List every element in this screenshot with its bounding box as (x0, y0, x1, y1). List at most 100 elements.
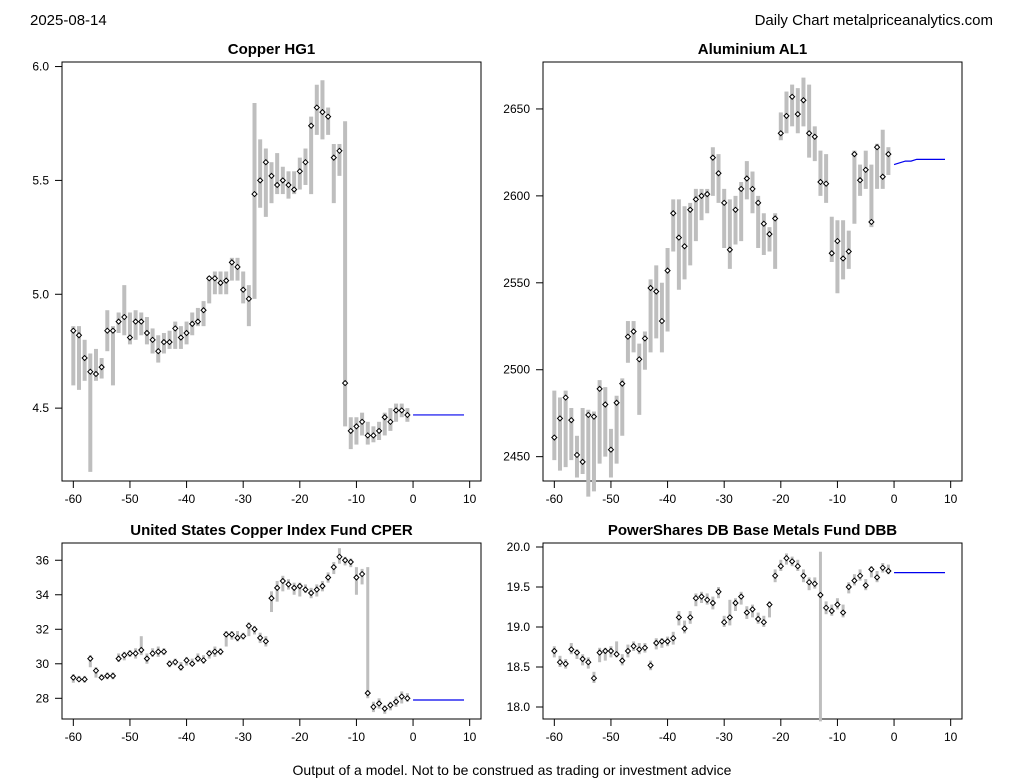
close-marker (81, 676, 88, 683)
chart-panel-cper: United States Copper Index Fund CPER -60 -… (36, 522, 482, 744)
close-marker (109, 327, 117, 334)
close-marker (800, 572, 807, 580)
x-tick-label: -30 (235, 730, 253, 744)
close-marker (743, 175, 751, 182)
close-marker (579, 458, 586, 466)
close-marker (737, 593, 745, 600)
close-marker (324, 113, 332, 120)
chart-title: United States Copper Index Fund CPER (130, 522, 413, 539)
close-marker (692, 196, 700, 203)
close-marker (222, 277, 230, 284)
close-marker (709, 154, 717, 161)
close-marker (703, 596, 711, 604)
close-marker (839, 255, 847, 262)
x-tick-label: -10 (829, 492, 847, 506)
x-tick-label: -10 (348, 492, 366, 506)
close-marker (630, 642, 637, 650)
close-marker (166, 660, 173, 667)
close-marker (681, 243, 688, 250)
x-tick-label: -60 (65, 730, 83, 744)
close-marker (166, 338, 173, 346)
x-tick-label: -20 (291, 492, 309, 506)
close-marker (245, 295, 253, 303)
plot-frame (542, 61, 963, 482)
y-tick-label: 6.0 (32, 60, 49, 74)
close-marker (834, 237, 841, 245)
close-marker (636, 356, 643, 363)
close-marker (149, 650, 156, 657)
close-marker (862, 166, 869, 174)
close-marker (743, 609, 751, 616)
close-marker (873, 574, 881, 581)
x-tick-label: 0 (891, 492, 898, 506)
close-marker (737, 185, 745, 193)
close-marker (256, 177, 264, 184)
x-tick-label: -60 (546, 730, 564, 744)
close-marker (568, 646, 575, 653)
close-marker (800, 97, 807, 104)
close-marker (647, 662, 654, 669)
close-marker (715, 588, 722, 596)
close-marker (811, 580, 818, 588)
close-marker (692, 594, 700, 602)
close-marker (749, 185, 756, 193)
close-marker (341, 557, 349, 564)
close-marker (353, 574, 360, 581)
close-marker (211, 648, 219, 655)
close-marker (568, 416, 575, 424)
close-marker (562, 660, 569, 668)
close-marker (794, 562, 802, 570)
close-marker (194, 318, 202, 325)
close-marker (771, 215, 779, 222)
close-marker (347, 558, 354, 566)
x-tick-label: 0 (410, 730, 417, 744)
close-marker (749, 606, 756, 613)
y-tick-label: 30 (36, 657, 50, 671)
x-tick-label: -40 (659, 492, 677, 506)
close-marker (381, 705, 388, 712)
y-tick-label: 18.0 (507, 700, 531, 714)
close-marker (183, 329, 190, 337)
close-marker (873, 143, 881, 151)
close-marker (760, 618, 768, 626)
close-marker (687, 614, 694, 621)
close-marker (330, 563, 337, 571)
close-marker (551, 647, 558, 655)
chart-title: PowerShares DB Base Metals Fund DBB (608, 522, 897, 539)
close-marker (285, 181, 292, 189)
close-marker (375, 427, 383, 435)
close-marker (602, 647, 609, 655)
close-marker (234, 263, 241, 271)
close-marker (630, 328, 637, 335)
y-tick-label: 5.0 (32, 287, 49, 301)
x-tick-label: -60 (65, 492, 83, 506)
close-marker (562, 394, 569, 401)
x-tick-label: -50 (121, 492, 139, 506)
close-marker (828, 250, 835, 257)
close-marker (392, 698, 400, 705)
close-marker (375, 700, 383, 707)
close-marker (590, 674, 598, 682)
close-marker (670, 634, 677, 642)
close-marker (754, 615, 762, 623)
close-marker (579, 655, 586, 663)
close-marker (868, 218, 875, 226)
y-tick-label: 28 (36, 691, 50, 705)
close-marker (619, 657, 626, 664)
close-marker (811, 133, 818, 140)
close-marker (358, 418, 366, 426)
y-tick-label: 2450 (503, 450, 530, 464)
close-marker (319, 582, 326, 590)
close-marker (387, 418, 394, 426)
x-tick-label: -20 (772, 730, 790, 744)
y-tick-label: 2650 (503, 102, 530, 116)
close-marker (285, 581, 292, 588)
close-marker (160, 648, 168, 655)
close-marker (856, 177, 864, 184)
close-marker (358, 570, 366, 578)
close-marker (766, 601, 773, 608)
close-marker (155, 648, 162, 655)
close-marker (273, 584, 281, 592)
close-marker (387, 701, 394, 709)
close-marker (805, 130, 813, 137)
